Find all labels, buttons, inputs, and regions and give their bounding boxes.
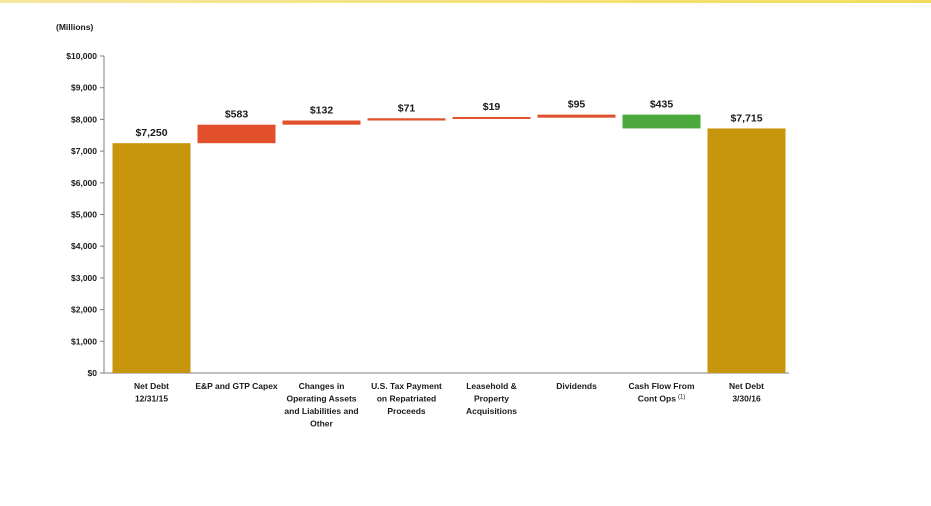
category-label: Changes in: [299, 381, 345, 391]
y-tick-label: $10,000: [66, 51, 97, 61]
unit-label: (Millions): [56, 22, 93, 32]
footnote-marker: (1): [678, 395, 685, 401]
category-label: Acquisitions: [466, 406, 517, 416]
category-label: Net Debt: [729, 381, 764, 391]
y-axis: $0 $1,000 $2,000 $3,000 $4,000 $5,000 $6,000 $7…: [66, 51, 789, 378]
y-tick-label: $7,000: [71, 146, 97, 156]
bar-total: [112, 143, 191, 373]
category-label: Net Debt: [134, 381, 169, 391]
top-accent-rule: [0, 0, 931, 3]
data-label: $583: [225, 109, 249, 121]
category-labels: Net Debt 12/31/15 E&P and GTP Capex Changes…: [134, 381, 764, 429]
bar-total: [707, 128, 786, 373]
bars: [112, 114, 786, 373]
y-tick-label: $6,000: [71, 178, 97, 188]
data-labels: $7,250 $583 $132 $71 $19 $95 $435 $7,715: [135, 99, 762, 140]
category-label: Operating Assets: [286, 394, 356, 404]
y-tick-label: $1,000: [71, 336, 97, 346]
data-label: $19: [483, 101, 501, 113]
bar-increase: [367, 118, 446, 121]
y-tick-label: $5,000: [71, 210, 97, 220]
category-label: 3/30/16: [732, 394, 761, 404]
y-tick-label: $3,000: [71, 273, 97, 283]
data-label: $71: [398, 102, 416, 114]
bar-increase: [197, 124, 276, 144]
category-label: Cash Flow From: [628, 381, 695, 391]
data-label: $7,715: [730, 112, 762, 124]
y-tick-label: $4,000: [71, 241, 97, 251]
bar-increase: [537, 114, 616, 118]
y-tick-label: $9,000: [71, 83, 97, 93]
bar-decrease: [622, 114, 701, 129]
category-label: Cont Ops (1): [638, 394, 686, 404]
data-label: $95: [568, 99, 586, 111]
bar-increase: [452, 116, 531, 119]
category-label: Proceeds: [387, 406, 426, 416]
category-label: 12/31/15: [135, 394, 168, 404]
category-label: Other: [310, 419, 333, 429]
data-label: $132: [310, 105, 334, 117]
category-label: Leasehold &: [466, 381, 517, 391]
category-label: on Repatriated: [377, 394, 437, 404]
data-label: $435: [650, 99, 674, 111]
y-tick-label: $0: [88, 368, 98, 378]
category-label: E&P and GTP Capex: [195, 381, 278, 391]
bar-increase: [282, 120, 361, 125]
category-label: Property: [474, 394, 509, 404]
data-label: $7,250: [135, 127, 167, 139]
category-label: and Liabilities and: [284, 406, 358, 416]
y-tick-label: $2,000: [71, 305, 97, 315]
y-tick-label: $8,000: [71, 114, 97, 124]
category-label: U.S. Tax Payment: [371, 381, 442, 391]
category-label: Dividends: [556, 381, 597, 391]
